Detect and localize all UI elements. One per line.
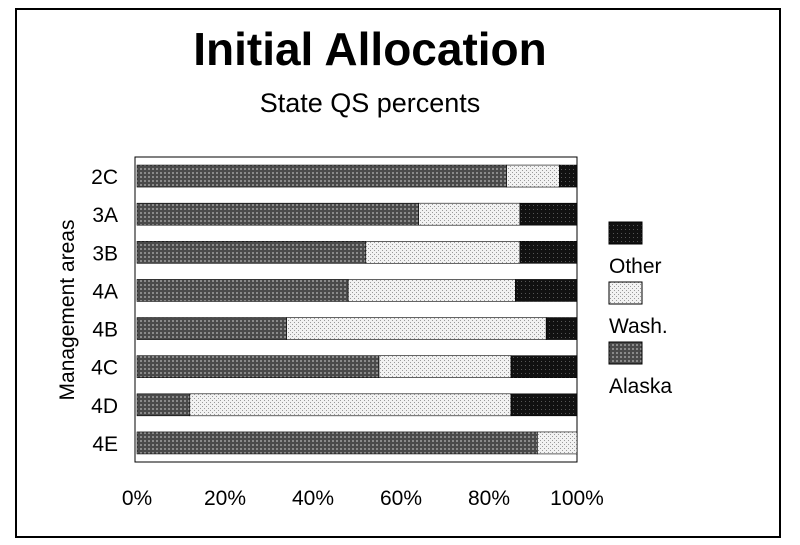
bar-4c-alaska	[136, 355, 380, 378]
bar-4e-alaska	[136, 431, 538, 455]
y-tick-label: 4E	[92, 433, 118, 456]
bar-3b-other	[519, 241, 578, 264]
bar-4b-other	[545, 317, 578, 340]
bar-3b-alaska	[136, 241, 367, 264]
legend-label-wash: Wash.	[609, 315, 668, 338]
bar-2c-wash	[506, 164, 560, 188]
bar-2c-alaska	[136, 164, 507, 188]
legend-swatch-alaska	[608, 341, 643, 365]
x-tick-label: 100%	[550, 487, 604, 510]
y-tick-label: 4B	[92, 319, 118, 342]
bar-4d-wash	[189, 393, 512, 417]
y-tick-label: 4C	[91, 357, 118, 380]
bar-3a-wash	[418, 202, 521, 226]
bar-2c-other	[559, 164, 578, 188]
x-tick-label: 0%	[122, 487, 152, 510]
x-tick-label: 60%	[380, 487, 422, 510]
bar-3b-wash	[365, 241, 521, 264]
bar-4c-other	[510, 355, 578, 378]
bar-4d-other	[510, 393, 578, 417]
y-tick-label: 3A	[92, 204, 118, 227]
bar-4e-wash	[537, 431, 578, 455]
bar-3a-alaska	[136, 202, 419, 226]
bar-4b-alaska	[136, 317, 287, 340]
legend-swatch-wash	[608, 281, 643, 305]
y-tick-label: 3B	[92, 242, 118, 265]
y-tick-label: 2C	[91, 166, 118, 189]
chart-frame	[15, 8, 781, 538]
y-tick-label: 4D	[91, 395, 118, 418]
x-tick-label: 40%	[292, 487, 334, 510]
y-axis-label: Management areas	[56, 220, 79, 401]
legend-label-other: Other	[609, 255, 662, 278]
chart-subtitle: State QS percents	[259, 88, 481, 118]
x-tick-label: 80%	[468, 487, 510, 510]
bar-4a-other	[515, 279, 578, 302]
bar-4a-alaska	[136, 279, 349, 302]
legend-swatch-other	[608, 221, 643, 245]
bar-4d-alaska	[136, 393, 191, 417]
legend-label-alaska: Alaska	[609, 375, 672, 398]
x-tick-label: 20%	[204, 487, 246, 510]
plot-area	[134, 156, 578, 463]
bar-4c-wash	[378, 355, 512, 378]
bar-4a-wash	[347, 279, 516, 302]
bar-3a-other	[519, 202, 578, 226]
y-tick-label: 4A	[92, 280, 118, 303]
bar-4b-wash	[286, 317, 547, 340]
chart-title: Initial Allocation	[193, 23, 547, 75]
